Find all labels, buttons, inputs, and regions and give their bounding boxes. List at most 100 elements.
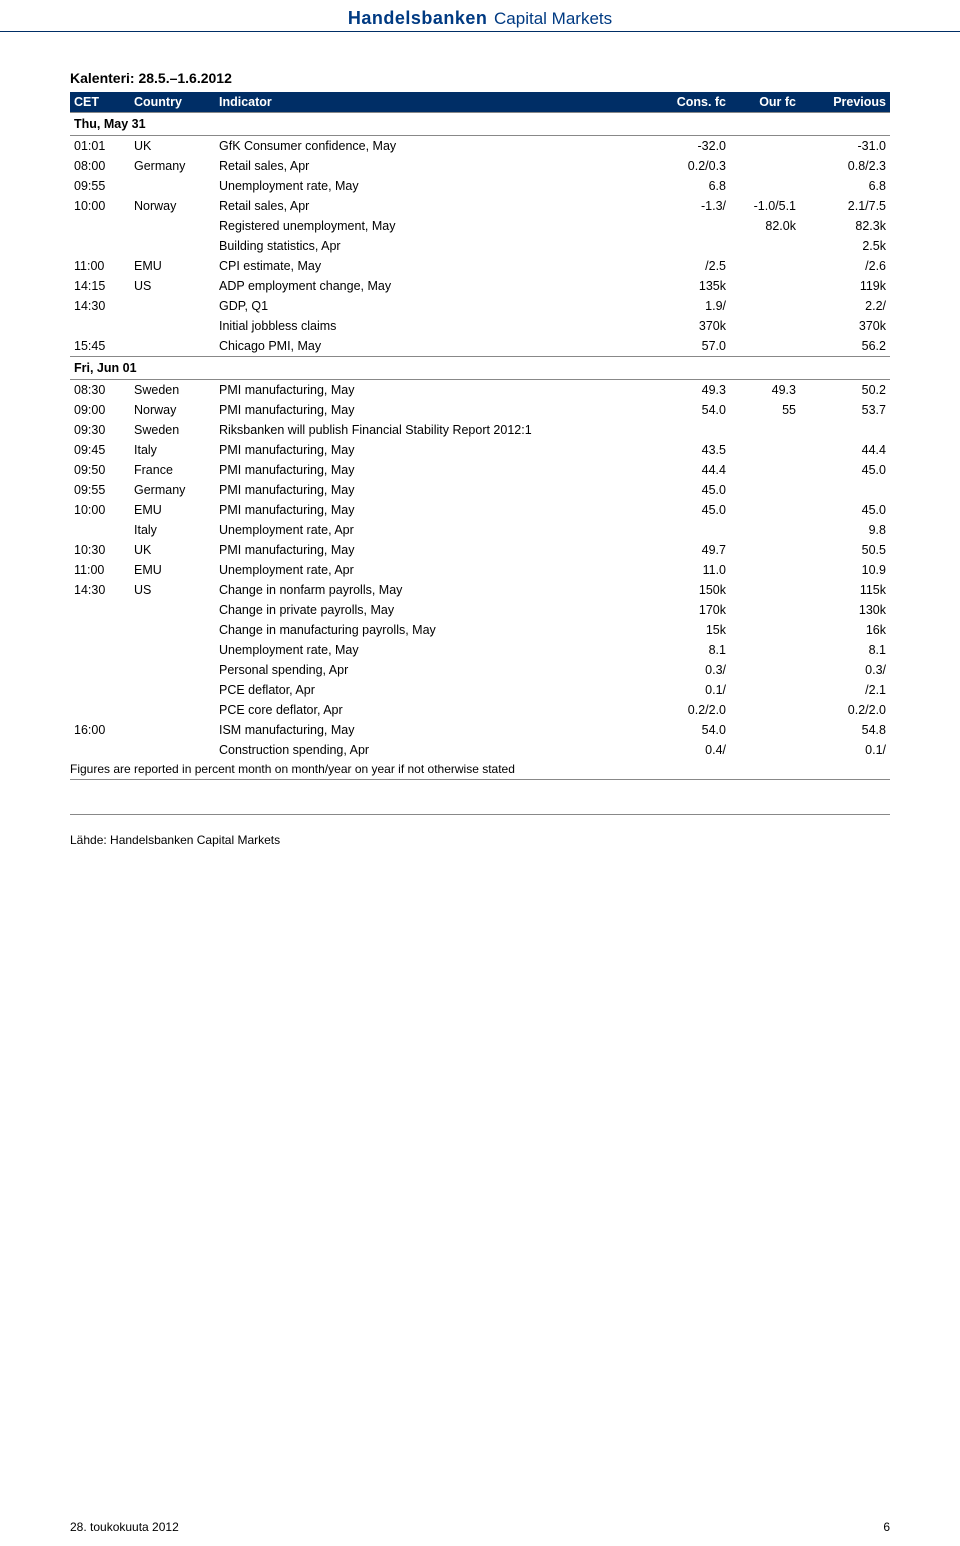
footer-date: 28. toukokuuta 2012 xyxy=(70,1520,179,1534)
day-header-row: Thu, May 31 xyxy=(70,113,890,136)
page-content: Kalenteri: 28.5.–1.6.2012 CET Country In… xyxy=(0,0,960,857)
source-line: Lähde: Handelsbanken Capital Markets xyxy=(70,833,890,847)
day-header-row: Fri, Jun 01 xyxy=(70,357,890,380)
cell-country: Italy xyxy=(130,440,215,460)
cell-our xyxy=(730,600,800,620)
table-row: 08:00GermanyRetail sales, Apr0.2/0.30.8/… xyxy=(70,156,890,176)
table-row: 14:15USADP employment change, May135k119… xyxy=(70,276,890,296)
cell-prev: /2.1 xyxy=(800,680,890,700)
table-row: 16:00 ISM manufacturing, May54.0 54.8 xyxy=(70,720,890,740)
cell-cet: 14:15 xyxy=(70,276,130,296)
cell-prev: 9.8 xyxy=(800,520,890,540)
cell-our xyxy=(730,296,800,316)
cell-cet xyxy=(70,620,130,640)
col-country: Country xyxy=(130,92,215,113)
cell-cons xyxy=(640,520,730,540)
cell-cons: 0.4/ xyxy=(640,740,730,760)
cell-indicator: ADP employment change, May xyxy=(215,276,640,296)
cell-cons: 0.1/ xyxy=(640,680,730,700)
cell-country xyxy=(130,236,215,256)
table-row: Construction spending, Apr0.4/0.1/ xyxy=(70,740,890,760)
table-row: PCE core deflator, Apr0.2/2.00.2/2.0 xyxy=(70,700,890,720)
cell-prev xyxy=(800,420,890,440)
calendar-table: CET Country Indicator Cons. fc Our fc Pr… xyxy=(70,92,890,760)
cell-indicator: PMI manufacturing, May xyxy=(215,460,640,480)
cell-country xyxy=(130,620,215,640)
cell-country: Sweden xyxy=(130,380,215,401)
cell-country xyxy=(130,336,215,357)
cell-cons: /2.5 xyxy=(640,256,730,276)
cell-indicator: PMI manufacturing, May xyxy=(215,380,640,401)
cell-prev: 2.1/7.5 xyxy=(800,196,890,216)
table-row: 14:30USChange in nonfarm payrolls, May15… xyxy=(70,580,890,600)
cell-cet: 08:00 xyxy=(70,156,130,176)
col-cet: CET xyxy=(70,92,130,113)
cell-cons xyxy=(640,420,730,440)
cell-cons: -32.0 xyxy=(640,136,730,157)
cell-cons: 6.8 xyxy=(640,176,730,196)
cell-our xyxy=(730,540,800,560)
cell-cons: 0.2/0.3 xyxy=(640,156,730,176)
cell-our: 82.0k xyxy=(730,216,800,236)
cell-prev: 2.2/ xyxy=(800,296,890,316)
cell-our xyxy=(730,256,800,276)
cell-prev: 50.2 xyxy=(800,380,890,401)
table-row: 11:00EMUCPI estimate, May/2.5/2.6 xyxy=(70,256,890,276)
cell-cons: 15k xyxy=(640,620,730,640)
cell-prev: 0.3/ xyxy=(800,660,890,680)
cell-cons: 54.0 xyxy=(640,400,730,420)
cell-prev: 54.8 xyxy=(800,720,890,740)
cell-country: US xyxy=(130,580,215,600)
table-row: 14:30GDP, Q11.9/2.2/ xyxy=(70,296,890,316)
cell-country: EMU xyxy=(130,560,215,580)
cell-cons: 1.9/ xyxy=(640,296,730,316)
table-body: Thu, May 3101:01UKGfK Consumer confidenc… xyxy=(70,113,890,761)
cell-cons: 54.0 xyxy=(640,720,730,740)
table-row: 08:30SwedenPMI manufacturing, May49.349.… xyxy=(70,380,890,401)
cell-cet: 16:00 xyxy=(70,720,130,740)
cell-our xyxy=(730,700,800,720)
cell-prev: -31.0 xyxy=(800,136,890,157)
cell-cons: 150k xyxy=(640,580,730,600)
cell-our xyxy=(730,660,800,680)
cell-prev: 119k xyxy=(800,276,890,296)
cell-cet xyxy=(70,640,130,660)
table-row: 11:00EMUUnemployment rate, Apr11.010.9 xyxy=(70,560,890,580)
cell-our xyxy=(730,336,800,357)
cell-indicator: ISM manufacturing, May xyxy=(215,720,640,740)
cell-indicator: Personal spending, Apr xyxy=(215,660,640,680)
cell-our xyxy=(730,500,800,520)
cell-cons: 370k xyxy=(640,316,730,336)
cell-our xyxy=(730,460,800,480)
cell-indicator: Unemployment rate, Apr xyxy=(215,520,640,540)
cell-our xyxy=(730,740,800,760)
table-row: 01:01UKGfK Consumer confidence, May-32.0… xyxy=(70,136,890,157)
cell-prev: 8.1 xyxy=(800,640,890,660)
day-label: Fri, Jun 01 xyxy=(70,357,890,380)
cell-prev: 0.2/2.0 xyxy=(800,700,890,720)
cell-prev: 44.4 xyxy=(800,440,890,460)
cell-country: US xyxy=(130,276,215,296)
table-row: 15:45Chicago PMI, May57.056.2 xyxy=(70,336,890,357)
cell-our xyxy=(730,176,800,196)
cell-cet: 08:30 xyxy=(70,380,130,401)
cell-our: 55 xyxy=(730,400,800,420)
table-row: Unemployment rate, May8.18.1 xyxy=(70,640,890,660)
cell-indicator: Change in manufacturing payrolls, May xyxy=(215,620,640,640)
cell-cet: 14:30 xyxy=(70,580,130,600)
cell-cet: 01:01 xyxy=(70,136,130,157)
cell-cet xyxy=(70,600,130,620)
cell-cet xyxy=(70,520,130,540)
cell-cet: 10:00 xyxy=(70,500,130,520)
cell-prev: 50.5 xyxy=(800,540,890,560)
cell-our xyxy=(730,620,800,640)
table-header: CET Country Indicator Cons. fc Our fc Pr… xyxy=(70,92,890,113)
cell-country xyxy=(130,680,215,700)
calendar-title: Kalenteri: 28.5.–1.6.2012 xyxy=(70,70,890,86)
col-cons: Cons. fc xyxy=(640,92,730,113)
table-row: 09:45ItalyPMI manufacturing, May43.544.4 xyxy=(70,440,890,460)
col-indicator: Indicator xyxy=(215,92,640,113)
table-footnote: Figures are reported in percent month on… xyxy=(70,760,890,780)
col-our: Our fc xyxy=(730,92,800,113)
cell-our xyxy=(730,316,800,336)
